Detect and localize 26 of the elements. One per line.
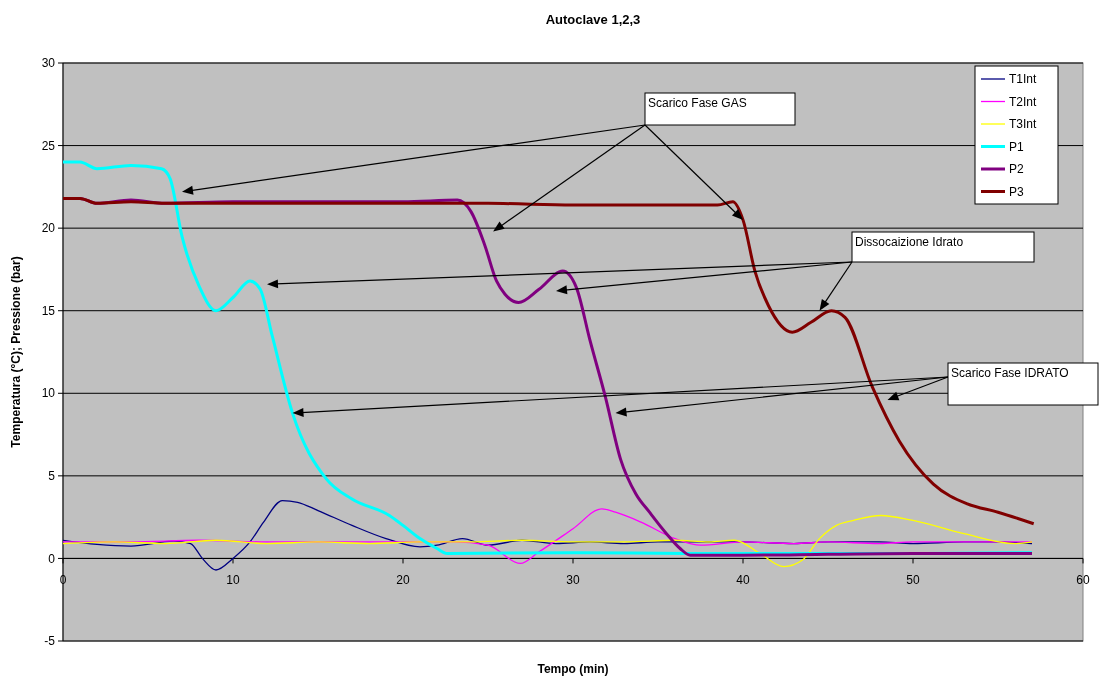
annotation: Dissocaizione Idrato xyxy=(855,235,964,249)
y-tick-label: 25 xyxy=(41,138,56,153)
chart-title: Autoclave 1,2,3 xyxy=(545,12,641,27)
y-tick-label: 0 xyxy=(48,551,56,566)
y-tick-label: 30 xyxy=(41,56,56,71)
y-tick-label: -5 xyxy=(44,634,56,649)
x-tick-label: 10 xyxy=(226,573,240,588)
y-tick-label: 15 xyxy=(41,303,56,318)
legend-label: P1 xyxy=(1009,139,1024,154)
x-tick-label: 20 xyxy=(396,573,410,588)
x-tick-label: 30 xyxy=(566,573,580,588)
y-tick-label: 5 xyxy=(48,469,56,484)
x-tick-label: 50 xyxy=(906,573,920,588)
legend-label: T3Int xyxy=(1009,117,1038,132)
x-tick-label: 60 xyxy=(1076,573,1090,588)
y-tick-label: 10 xyxy=(41,386,56,401)
legend-label: T1Int xyxy=(1009,72,1038,87)
x-tick-label: 40 xyxy=(736,573,750,588)
annotation: Scarico Fase GAS xyxy=(648,96,747,110)
y-axis-title: Temperatura (°C); Pressione (bar) xyxy=(9,256,23,448)
legend-label: T2Int xyxy=(1009,94,1038,109)
legend-label: P2 xyxy=(1009,162,1024,177)
annotation: Scarico Fase IDRATO xyxy=(951,366,1069,380)
y-tick-label: 20 xyxy=(41,221,56,236)
x-axis-title: Tempo (min) xyxy=(537,662,609,676)
legend-label: P3 xyxy=(1009,184,1024,199)
